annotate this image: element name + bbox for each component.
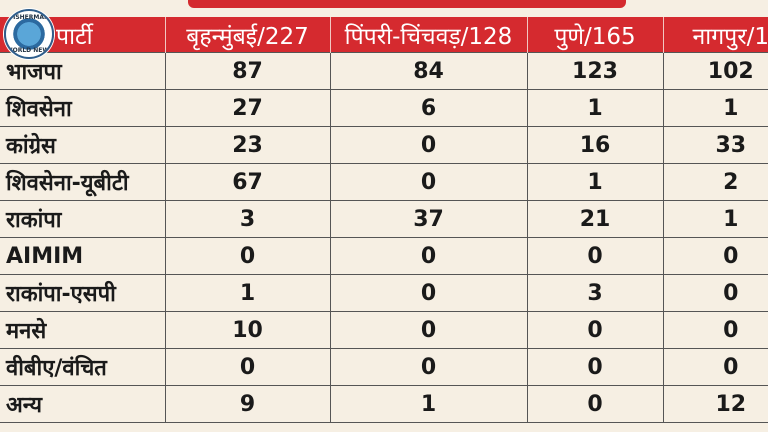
party-name-cell: राकांपा <box>0 200 165 238</box>
seat-count-cell: 0 <box>526 237 663 275</box>
party-name-cell: राकांपा-एसपी <box>0 274 165 312</box>
seat-count-cell: 0 <box>662 274 768 312</box>
party-name-cell: वीबीए/वंचित <box>0 348 165 386</box>
seat-count-cell: 123 <box>526 52 663 90</box>
seat-count-cell: 1 <box>662 89 768 127</box>
seat-count-cell: 84 <box>329 52 527 90</box>
column-header-city: पिंपरी-चिंचवड़/128 <box>329 17 527 53</box>
seat-count-cell: 102 <box>662 52 768 90</box>
table-row: अन्य 9 1 0 12 <box>0 385 768 423</box>
table-row: कांग्रेस 23 0 16 33 <box>0 126 768 164</box>
seat-count-cell: 1 <box>164 274 330 312</box>
seat-count-cell: 87 <box>164 52 330 90</box>
seat-count-cell: 0 <box>526 385 663 423</box>
seat-count-cell: 0 <box>329 311 527 349</box>
seat-count-cell: 0 <box>164 237 330 275</box>
table-row: वीबीए/वंचित 0 0 0 0 <box>0 348 768 386</box>
seat-count-cell: 1 <box>526 89 663 127</box>
column-header-city: बृहन्मुंबई/227 <box>164 17 330 53</box>
column-header-city: पुणे/165 <box>526 17 663 53</box>
party-name-cell: मनसे <box>0 311 165 349</box>
table-row: शिवसेना-यूबीटी 67 0 1 2 <box>0 163 768 201</box>
seat-count-cell: 27 <box>164 89 330 127</box>
seat-count-cell: 0 <box>329 237 527 275</box>
seat-count-cell: 0 <box>526 311 663 349</box>
seat-count-cell: 0 <box>662 348 768 386</box>
party-name-cell: अन्य <box>0 385 165 423</box>
seat-count-cell: 0 <box>526 348 663 386</box>
table-row: शिवसेना 27 6 1 1 <box>0 89 768 127</box>
seat-count-cell: 12 <box>662 385 768 423</box>
seat-count-cell: 1 <box>662 200 768 238</box>
party-name-cell: AIMIM <box>0 237 165 275</box>
seat-count-cell: 2 <box>662 163 768 201</box>
seat-count-cell: 0 <box>662 311 768 349</box>
seat-count-cell: 23 <box>164 126 330 164</box>
seat-count-cell: 1 <box>526 163 663 201</box>
seat-count-cell: 0 <box>329 274 527 312</box>
seat-count-cell: 3 <box>526 274 663 312</box>
seat-count-cell: 0 <box>662 237 768 275</box>
seat-count-cell: 9 <box>164 385 330 423</box>
top-banner-edge <box>188 0 626 8</box>
logo-bottom-text: WORLD NEWS <box>6 47 54 54</box>
party-name-cell: शिवसेना <box>0 89 165 127</box>
results-table: पार्टी बृहन्मुंबई/227 पिंपरी-चिंचवड़/128 पु… <box>0 17 768 423</box>
seat-count-cell: 0 <box>329 126 527 164</box>
seat-count-cell: 0 <box>329 348 527 386</box>
seat-count-cell: 0 <box>164 348 330 386</box>
table-row: राकांपा 3 37 21 1 <box>0 200 768 238</box>
logo-top-text: FISHERMAN <box>8 14 50 21</box>
seat-count-cell: 16 <box>526 126 663 164</box>
seat-count-cell: 10 <box>164 311 330 349</box>
party-name-cell: कांग्रेस <box>0 126 165 164</box>
seat-count-cell: 6 <box>329 89 527 127</box>
seat-count-cell: 33 <box>662 126 768 164</box>
table-row: राकांपा-एसपी 1 0 3 0 <box>0 274 768 312</box>
table-row: भाजपा 87 84 123 102 <box>0 52 768 90</box>
seat-count-cell: 37 <box>329 200 527 238</box>
seat-count-cell: 0 <box>329 163 527 201</box>
column-header-city: नागपुर/1 <box>662 17 768 53</box>
fisherman-world-news-logo: FISHERMAN WORLD NEWS <box>4 9 54 59</box>
table-row: मनसे 10 0 0 0 <box>0 311 768 349</box>
seat-count-cell: 1 <box>329 385 527 423</box>
seat-count-cell: 21 <box>526 200 663 238</box>
table-row: AIMIM 0 0 0 0 <box>0 237 768 275</box>
header-row: पार्टी बृहन्मुंबई/227 पिंपरी-चिंचवड़/128 पु… <box>0 17 768 53</box>
party-name-cell: शिवसेना-यूबीटी <box>0 163 165 201</box>
seat-count-cell: 3 <box>164 200 330 238</box>
seat-count-cell: 67 <box>164 163 330 201</box>
